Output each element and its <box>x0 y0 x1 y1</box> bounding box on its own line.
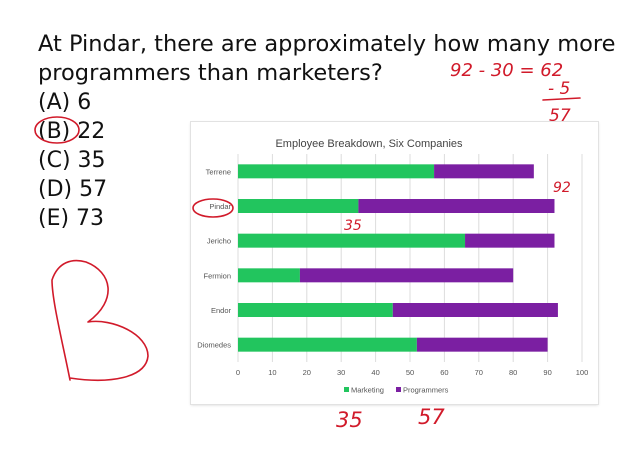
choice-b[interactable]: (B) 22 <box>38 119 106 144</box>
x-tick-label: 60 <box>440 368 448 377</box>
bar-terrene-programmers <box>434 164 534 179</box>
bar-terrene-marketing <box>238 164 435 179</box>
category-label: Pindar <box>209 202 231 211</box>
legend-swatch-programmers <box>396 387 401 392</box>
question-line-2: programmers than marketers? <box>38 59 383 86</box>
category-label: Diomedes <box>197 341 231 350</box>
bar-jericho-programmers <box>465 233 555 248</box>
x-tick-label: 10 <box>268 368 276 377</box>
x-tick-label: 50 <box>406 368 414 377</box>
big-b-letter <box>51 259 149 381</box>
bottom-note-right: 57 <box>418 405 445 429</box>
bar-fermion-marketing <box>238 268 300 283</box>
bar-endor-marketing <box>238 303 393 317</box>
bottom-note-left: 35 <box>336 408 363 432</box>
choice-a[interactable]: (A) 6 <box>38 90 92 115</box>
legend-label-marketing: Marketing <box>351 386 384 395</box>
x-tick-label: 30 <box>337 368 345 377</box>
category-label: Fermion <box>203 271 231 280</box>
choice-d[interactable]: (D) 57 <box>38 177 108 202</box>
category-label: Endor <box>211 306 232 315</box>
choice-e[interactable]: (E) 73 <box>38 206 105 231</box>
choice-c[interactable]: (C) 35 <box>38 148 106 173</box>
x-tick-label: 40 <box>371 368 379 377</box>
x-tick-label: 90 <box>543 368 551 377</box>
calc-underline <box>542 97 581 101</box>
chart-title: Employee Breakdown, Six Companies <box>275 138 463 150</box>
x-tick-label: 100 <box>576 368 589 377</box>
category-label: Terrene <box>206 167 231 176</box>
answer-choices: (A) 6 (B) 22 (C) 35 (D) 57 (E) 73 <box>38 88 107 233</box>
bar-jericho-marketing <box>238 233 466 248</box>
x-tick-label: 80 <box>509 368 517 377</box>
legend-swatch-marketing <box>344 387 349 392</box>
x-tick-label: 20 <box>303 368 311 377</box>
x-tick-label: 70 <box>475 368 483 377</box>
bar-diomedes-programmers <box>416 337 548 352</box>
legend-label-programmers: Programmers <box>403 386 449 395</box>
x-tick-label: 0 <box>236 368 240 377</box>
category-label: Jericho <box>207 237 231 246</box>
chart-panel: Employee Breakdown, Six Companies 0 10 20 30… <box>191 122 598 404</box>
bar-diomedes-marketing <box>238 337 417 352</box>
employee-breakdown-chart: Employee Breakdown, Six Companies 0 10 20 30… <box>197 138 589 395</box>
question: At Pindar, there are approximately how m… <box>38 30 616 87</box>
bar-pindar-marketing <box>238 199 359 213</box>
bar-pindar-programmers <box>358 199 555 213</box>
question-line-1: At Pindar, there are approximately how m… <box>38 31 616 57</box>
bar-fermion-programmers <box>299 268 514 283</box>
bar-endor-programmers <box>392 303 558 317</box>
